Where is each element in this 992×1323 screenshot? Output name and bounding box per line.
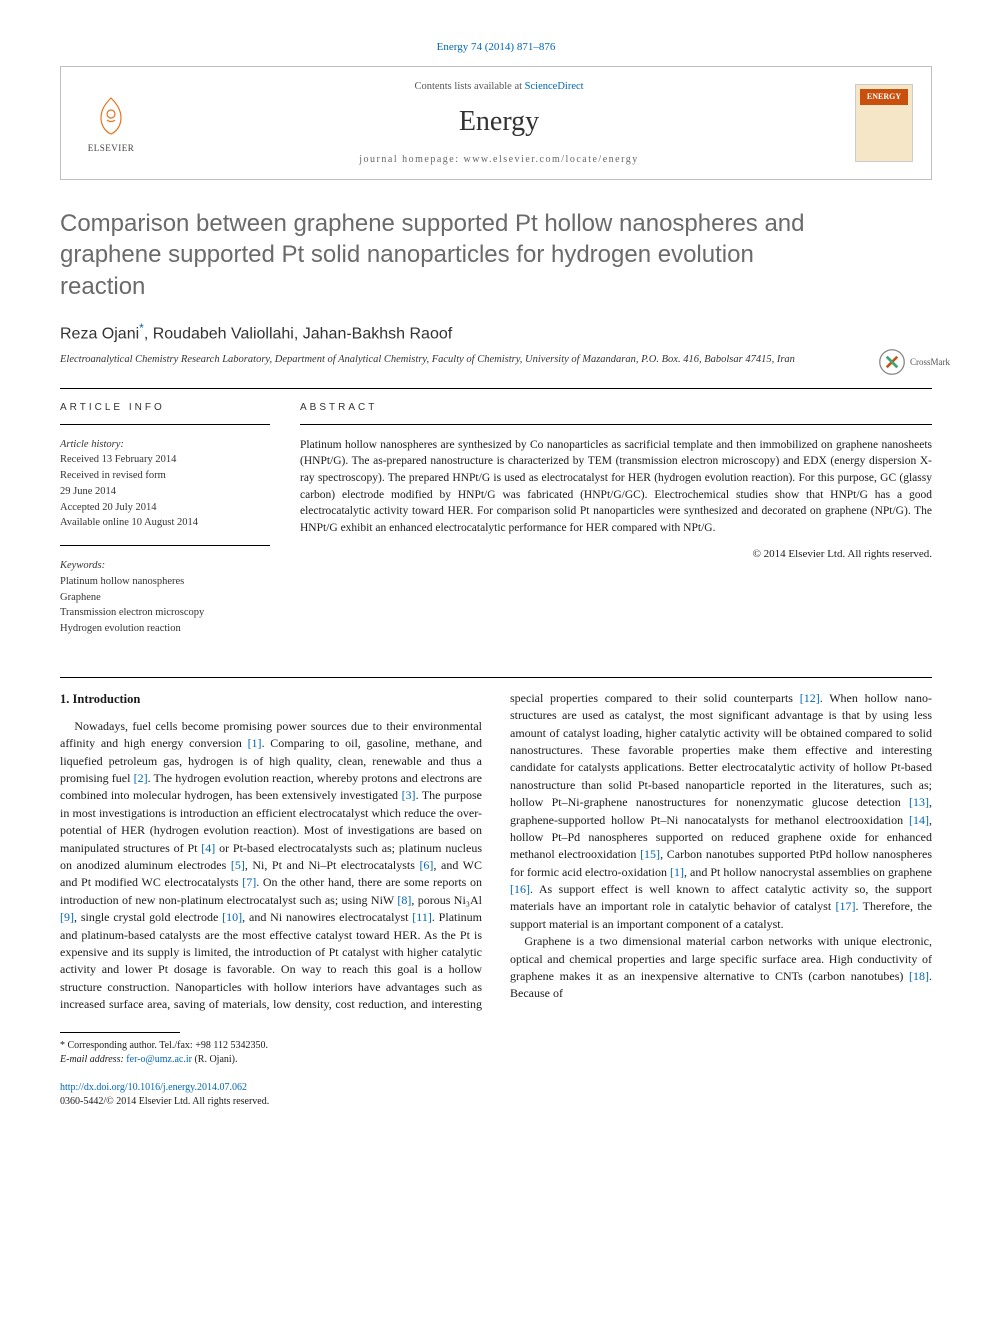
footer: http://dx.doi.org/10.1016/j.energy.2014.… — [60, 1081, 932, 1110]
homepage-label: journal homepage: — [359, 154, 463, 165]
journal-homepage: journal homepage: www.elsevier.com/locat… — [161, 153, 837, 168]
keywords-label: Keywords: — [60, 558, 270, 574]
article-title: Comparison between graphene supported Pt… — [60, 208, 820, 302]
history-accepted: Accepted 20 July 2014 — [60, 500, 270, 516]
citation-line: Energy 74 (2014) 871–876 — [60, 40, 932, 56]
history-label: Article history: — [60, 437, 270, 453]
author-1: Reza Ojani — [60, 325, 139, 342]
rule-abs — [300, 424, 932, 425]
keyword: Transmission electron microscopy — [60, 605, 270, 621]
history-received: Received 13 February 2014 — [60, 452, 270, 468]
keyword: Platinum hollow nanospheres — [60, 574, 270, 590]
thumb-title: ENERGY — [860, 89, 908, 105]
ref-4[interactable]: [4] — [201, 841, 215, 855]
ref-16[interactable]: [16] — [510, 882, 530, 896]
paragraph-3: Graphene is a two dimensional material c… — [510, 933, 932, 1003]
ref-15[interactable]: [15] — [640, 847, 660, 861]
rule-info — [60, 424, 270, 425]
ref-3[interactable]: [3] — [402, 788, 416, 802]
author-sep: , — [294, 325, 303, 342]
email-label: E-mail address: — [60, 1054, 126, 1065]
ref-9[interactable]: [9] — [60, 910, 74, 924]
ref-8[interactable]: [8] — [397, 893, 411, 907]
homepage-url[interactable]: www.elsevier.com/locate/energy — [463, 154, 638, 165]
ref-11[interactable]: [11] — [412, 910, 432, 924]
rule-kw — [60, 545, 270, 546]
ref-6[interactable]: [6] — [419, 858, 433, 872]
rule-top — [60, 388, 932, 389]
ref-2[interactable]: [2] — [134, 771, 148, 785]
corr-author-line: * Corresponding author. Tel./fax: +98 11… — [60, 1039, 932, 1053]
body-columns: 1. Introduction Nowadays, fuel cells bec… — [60, 690, 932, 1014]
footnote-rule — [60, 1032, 180, 1033]
elsevier-logo: ELSEVIER — [79, 87, 143, 159]
copyright-line: © 2014 Elsevier Ltd. All rights reserved… — [300, 547, 932, 563]
section-1-head: 1. Introduction — [60, 690, 482, 708]
keyword: Graphene — [60, 590, 270, 606]
rule-body — [60, 677, 932, 678]
abstract-text: Platinum hollow nanospheres are synthesi… — [300, 437, 932, 537]
ref-1[interactable]: [1] — [248, 736, 262, 750]
history-revised-date: 29 June 2014 — [60, 484, 270, 500]
ref-5[interactable]: [5] — [231, 858, 245, 872]
contents-prefix: Contents lists available at — [414, 81, 524, 92]
email-who: (R. Ojani). — [192, 1054, 238, 1065]
author-3: Jahan-Bakhsh Raoof — [303, 325, 452, 342]
history-online: Available online 10 August 2014 — [60, 515, 270, 531]
article-history: Article history: Received 13 February 20… — [60, 437, 270, 532]
journal-cover-thumb: ENERGY — [855, 84, 913, 162]
history-revised: Received in revised form — [60, 468, 270, 484]
ref-18[interactable]: [18] — [909, 969, 929, 983]
journal-name: Energy — [161, 102, 837, 143]
email-link[interactable]: fer-o@umz.ac.ir — [126, 1054, 192, 1065]
ref-14[interactable]: [14] — [909, 813, 929, 827]
crossmark-badge[interactable]: CrossMark — [878, 348, 950, 376]
ref-1b[interactable]: [1] — [670, 865, 684, 879]
keywords-block: Keywords: Platinum hollow nanospheres Gr… — [60, 558, 270, 637]
sciencedirect-link[interactable]: ScienceDirect — [525, 81, 584, 92]
abstract-head: ABSTRACT — [300, 401, 932, 416]
ref-10[interactable]: [10] — [222, 910, 242, 924]
corresponding-footnote: * Corresponding author. Tel./fax: +98 11… — [60, 1039, 932, 1067]
crossmark-label: CrossMark — [910, 356, 950, 369]
doi-link[interactable]: http://dx.doi.org/10.1016/j.energy.2014.… — [60, 1082, 247, 1093]
article-info-head: ARTICLE INFO — [60, 401, 270, 416]
journal-header: ELSEVIER Contents lists available at Sci… — [60, 66, 932, 180]
issn-copyright: 0360-5442/© 2014 Elsevier Ltd. All right… — [60, 1095, 932, 1110]
elsevier-wordmark: ELSEVIER — [88, 142, 135, 155]
author-sep: , — [144, 325, 153, 342]
affiliation: Electroanalytical Chemistry Research Lab… — [60, 353, 932, 368]
keyword: Hydrogen evolution reaction — [60, 621, 270, 637]
author-2: Roudabeh Valiollahi — [153, 325, 294, 342]
ref-7[interactable]: [7] — [242, 875, 256, 889]
ref-12[interactable]: [12] — [800, 691, 820, 705]
contents-line: Contents lists available at ScienceDirec… — [161, 79, 837, 94]
ref-17[interactable]: [17] — [836, 899, 856, 913]
ref-13[interactable]: [13] — [909, 795, 929, 809]
authors: Reza Ojani*, Roudabeh Valiollahi, Jahan-… — [60, 320, 932, 346]
